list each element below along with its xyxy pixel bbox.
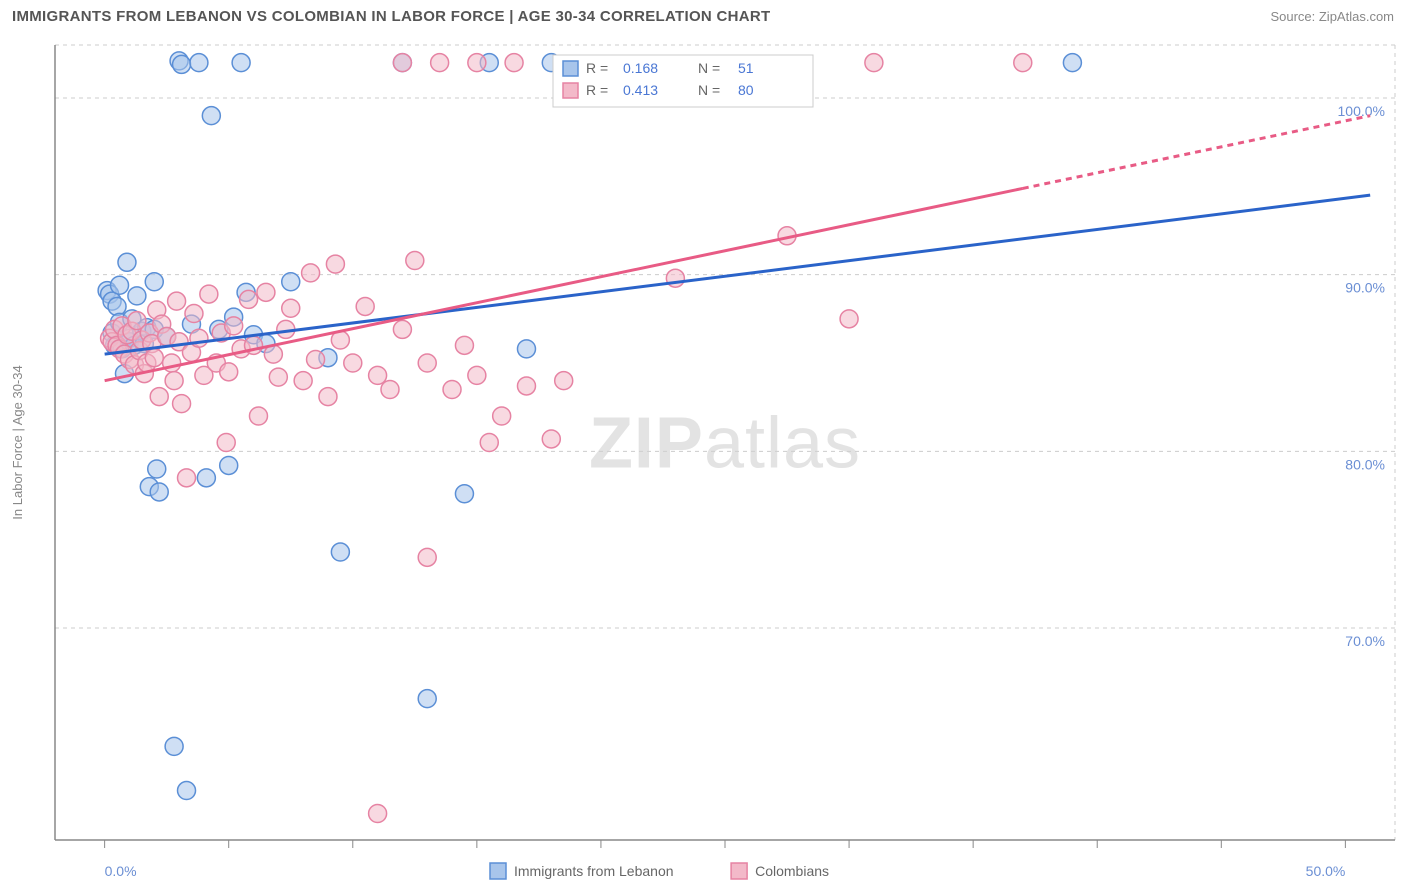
legend-series-label: Colombians (755, 863, 829, 879)
chart-title: IMMIGRANTS FROM LEBANON VS COLOMBIAN IN … (12, 8, 771, 25)
y-tick-label: 90.0% (1345, 280, 1385, 296)
chart-container: 70.0%80.0%90.0%100.0%ZIPatlas0.0%50.0%In… (0, 35, 1406, 892)
data-point (200, 285, 218, 303)
data-point (468, 54, 486, 72)
data-point (185, 305, 203, 323)
y-tick-label: 70.0% (1345, 633, 1385, 649)
data-point (505, 54, 523, 72)
data-point (269, 368, 287, 386)
legend-n-value: 51 (738, 60, 754, 76)
y-tick-label: 80.0% (1345, 456, 1385, 472)
data-point (111, 276, 129, 294)
legend-r-label: R = (586, 82, 608, 98)
data-point (118, 253, 136, 271)
data-point (173, 395, 191, 413)
data-point (145, 349, 163, 367)
data-point (418, 690, 436, 708)
data-point (1014, 54, 1032, 72)
data-point (865, 54, 883, 72)
data-point (232, 54, 250, 72)
data-point (128, 287, 146, 305)
data-point (294, 372, 312, 390)
data-point (542, 430, 560, 448)
scatter-chart-svg: 70.0%80.0%90.0%100.0%ZIPatlas0.0%50.0%In… (0, 35, 1406, 892)
x-tick-label: 50.0% (1306, 863, 1346, 879)
data-point (369, 805, 387, 823)
data-point (431, 54, 449, 72)
data-point (406, 252, 424, 270)
data-point (381, 381, 399, 399)
data-point (443, 381, 461, 399)
data-point (326, 255, 344, 273)
data-point (302, 264, 320, 282)
data-point (148, 460, 166, 478)
data-point (150, 483, 168, 501)
data-point (393, 54, 411, 72)
data-point (217, 434, 235, 452)
legend-swatch (563, 61, 578, 76)
data-point (555, 372, 573, 390)
legend-swatch (563, 83, 578, 98)
data-point (418, 548, 436, 566)
data-point (455, 336, 473, 354)
data-point (108, 297, 126, 315)
data-point (468, 366, 486, 384)
legend-n-label: N = (698, 82, 720, 98)
legend-swatch (731, 863, 747, 879)
data-point (344, 354, 362, 372)
data-point (240, 290, 258, 308)
legend-r-value: 0.168 (623, 60, 658, 76)
data-point (168, 292, 186, 310)
data-point (178, 782, 196, 800)
data-point (493, 407, 511, 425)
data-point (220, 363, 238, 381)
data-point (249, 407, 267, 425)
data-point (331, 543, 349, 561)
data-point (455, 485, 473, 503)
data-point (150, 388, 168, 406)
x-tick-label: 0.0% (105, 863, 137, 879)
data-point (165, 372, 183, 390)
data-point (197, 469, 215, 487)
watermark: ZIPatlas (589, 404, 861, 484)
legend-n-label: N = (698, 60, 720, 76)
data-point (356, 297, 374, 315)
data-point (165, 737, 183, 755)
source-label: Source: ZipAtlas.com (1270, 9, 1394, 24)
data-point (307, 350, 325, 368)
data-point (1063, 54, 1081, 72)
data-point (517, 377, 535, 395)
data-point (282, 299, 300, 317)
data-point (190, 54, 208, 72)
data-point (220, 456, 238, 474)
legend-series-label: Immigrants from Lebanon (514, 863, 674, 879)
data-point (369, 366, 387, 384)
data-point (178, 469, 196, 487)
data-point (393, 320, 411, 338)
data-point (480, 434, 498, 452)
legend-n-value: 80 (738, 82, 754, 98)
legend-swatch (490, 863, 506, 879)
data-point (319, 388, 337, 406)
data-point (202, 107, 220, 125)
data-point (840, 310, 858, 328)
data-point (282, 273, 300, 291)
data-point (145, 273, 163, 291)
legend-r-label: R = (586, 60, 608, 76)
data-point (173, 55, 191, 73)
legend-r-value: 0.413 (623, 82, 658, 98)
y-axis-label: In Labor Force | Age 30-34 (10, 365, 25, 519)
data-point (517, 340, 535, 358)
data-point (257, 283, 275, 301)
data-point (225, 317, 243, 335)
data-point (418, 354, 436, 372)
